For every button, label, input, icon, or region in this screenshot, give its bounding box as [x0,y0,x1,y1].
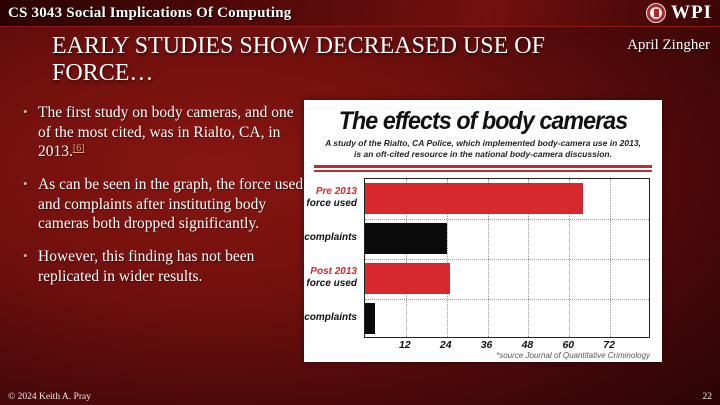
bullet-text: The first study on body cameras, and one… [38,104,294,161]
chart-subtitle: A study of the Rialto, CA Police, which … [325,138,641,160]
bullet-text: However, this finding has not been repli… [38,248,255,285]
x-tick-label: 60 [562,339,575,351]
bullet-text: As can be seen in the graph, the force u… [38,176,304,233]
chart-title: The effects of body cameras [338,107,628,135]
bullet-item: However, this finding has not been repli… [22,247,310,286]
bar [365,303,376,334]
wpi-logo: WPI [646,2,712,24]
category-label: complaints [304,298,357,338]
category-label-line: Pre 2013 [315,186,357,197]
row-gridline [365,299,649,300]
wpi-wordmark: WPI [671,2,712,23]
category-label: Post 2013 force used [304,258,357,298]
bullet-item: As can be seen in the graph, the force u… [22,175,310,234]
category-label-line: complaints [304,312,357,323]
citation-link[interactable]: [6] [72,143,85,155]
category-labels: Pre 2013 force used complaints Post 2013 for… [304,178,360,338]
category-label-line: Post 2013 [310,266,357,277]
chart-panel: The effects of body cameras A study of t… [304,100,662,362]
x-tick-label: 48 [521,339,534,351]
header-bar: CS 3043 Social Implications Of Computing… [0,0,720,27]
plot-area [364,178,650,338]
bar [365,223,447,254]
bullet-item: The first study on body cameras, and one… [22,103,310,162]
copyright-text: © 2024 Keith A. Pray [8,392,91,402]
category-label-line: force used [306,198,357,209]
bullet-list: The first study on body cameras, and one… [22,103,310,299]
category-label: Pre 2013 force used [304,178,357,218]
gridline [528,179,530,337]
chart-source-note: *source Journal of Quantitative Criminol… [496,351,650,360]
author-name: April Zingher [627,37,710,53]
gridline [487,179,489,337]
bar [365,183,583,214]
slide-title: EARLY STUDIES SHOW DECREASED USE OF FORC… [52,33,597,87]
x-tick-label: 12 [399,339,411,351]
wpi-seal-icon [646,3,666,23]
gridline [569,179,571,337]
category-label-line: complaints [304,232,357,243]
page-number: 22 [702,392,713,402]
course-title: CS 3043 Social Implications Of Computing [8,4,292,21]
x-tick-label: 72 [603,339,615,351]
category-label: complaints [304,218,357,258]
row-gridline [365,259,649,260]
gridline [405,179,407,337]
slide-title-line2: FORCE… [52,59,154,86]
x-tick-label: 36 [480,339,493,351]
category-label-line: force used [306,278,357,289]
x-tick-label: 24 [439,339,452,351]
slide-title-line1: EARLY STUDIES SHOW DECREASED USE OF [52,33,545,59]
x-axis-ticks: 12 24 36 48 60 72 [364,339,650,351]
bar [365,263,451,294]
red-divider [314,164,652,172]
row-gridline [365,219,649,220]
gridline [446,179,448,337]
gridline [610,179,612,337]
